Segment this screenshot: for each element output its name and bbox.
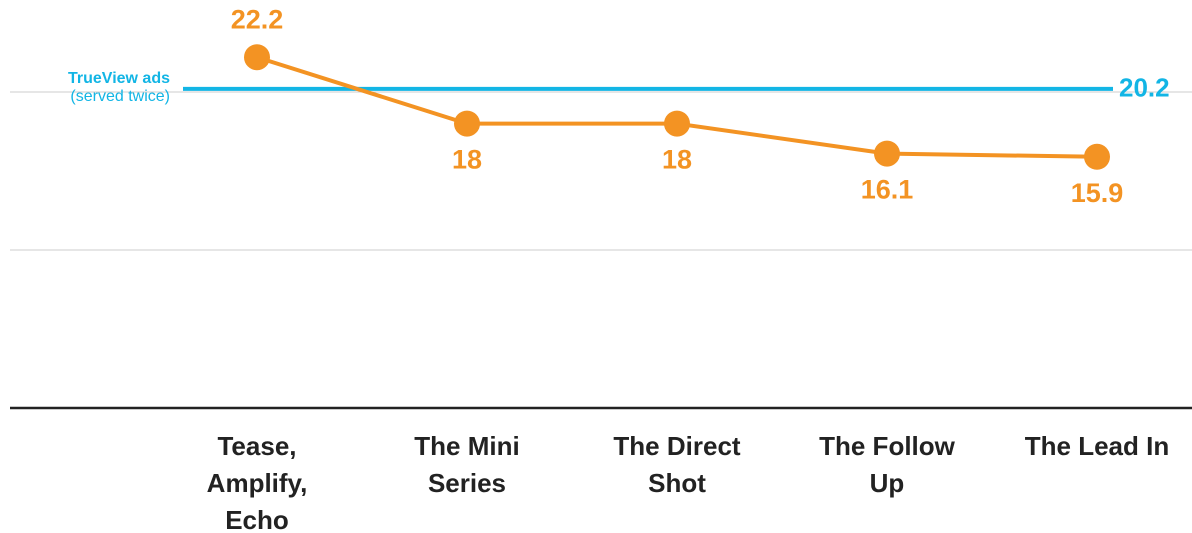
x-tick-label: The Lead In [1024, 431, 1170, 461]
data-point [874, 140, 900, 167]
data-label: 22.2 [231, 4, 284, 34]
reference-label: TrueView ads [68, 70, 170, 87]
data-label: 16.1 [861, 175, 914, 205]
data-point [1084, 143, 1110, 170]
x-tick-label: The Follow Up [819, 431, 955, 498]
reference-sublabel: (served twice) [70, 88, 170, 105]
series-line [256, 55, 1098, 159]
data-point [664, 110, 690, 137]
data-label: 18 [452, 145, 482, 175]
reference-value: 20.2 [1119, 73, 1170, 103]
data-label: 18 [662, 145, 692, 175]
x-tick-label: The Mini Series [414, 431, 520, 498]
data-point [244, 44, 270, 71]
x-tick-label: Tease, Amplify, Echo [206, 431, 308, 533]
data-point [454, 110, 480, 137]
x-tick-label: The Direct Shot [613, 431, 741, 498]
reference-caption: TrueView ads (served twice) [10, 70, 170, 106]
data-label: 15.9 [1071, 178, 1124, 208]
